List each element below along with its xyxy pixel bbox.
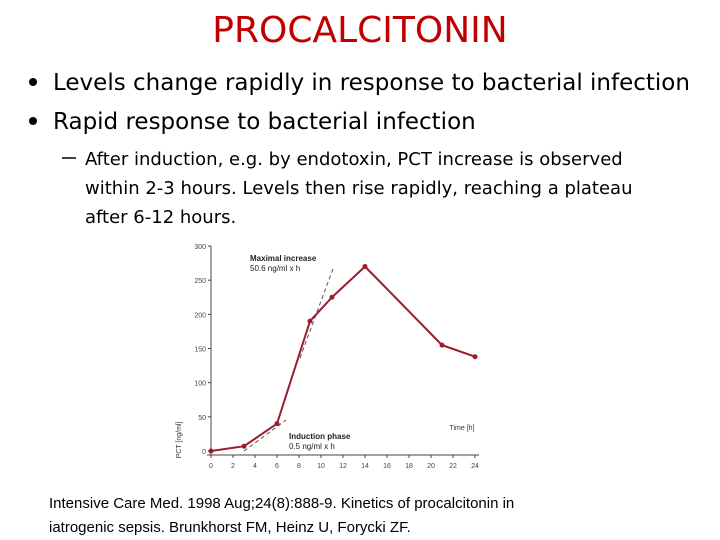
sub-bullet: after 6-12 hours.: [85, 207, 236, 228]
data-point: [362, 264, 368, 269]
sub-bullet: within 2-3 hours. Levels then rise rapid…: [85, 178, 632, 199]
data-point: [208, 448, 214, 454]
citation: iatrogenic sepsis. Brunkhorst FM, Heinz …: [49, 519, 411, 536]
x-tick-label: 6: [275, 463, 279, 470]
x-tick-label: 22: [449, 463, 457, 470]
y-tick-label: 300: [194, 244, 206, 251]
annotation-text: 50.6 ng/ml x h: [250, 264, 300, 273]
x-tick-label: 12: [339, 463, 347, 470]
y-tick-label: 150: [194, 347, 206, 354]
x-tick-label: 18: [405, 463, 413, 470]
data-point: [472, 354, 478, 360]
x-axis-label: Time [h]: [449, 425, 474, 432]
x-tick-label: 4: [253, 463, 257, 470]
data-point: [241, 443, 247, 449]
x-tick-label: 2: [231, 463, 235, 470]
data-line: [210, 265, 476, 452]
y-tick-label: 100: [194, 381, 206, 388]
x-tick-label: 14: [361, 463, 369, 470]
y-tick-label: 200: [194, 312, 206, 319]
y-tick-label: 50: [198, 415, 206, 422]
sub-bullet: After induction, e.g. by endotoxin, PCT …: [85, 149, 623, 170]
x-tick-label: 20: [427, 463, 435, 470]
x-tick-label: 0: [209, 463, 213, 470]
data-point: [439, 342, 445, 348]
data-point: [329, 294, 335, 300]
bullet: Rapid response to bacterial infection: [53, 109, 476, 135]
y-tick-label: 250: [194, 278, 206, 285]
annotation-title: Maximal increase: [250, 254, 317, 263]
citation: Intensive Care Med. 1998 Aug;24(8):888-9…: [49, 495, 514, 512]
annotation-text: 0.5 ng/ml x h: [289, 442, 335, 451]
tangent-line: [299, 265, 335, 359]
bullet-dot: [29, 117, 37, 125]
bullet: Levels change rapidly in response to bac…: [53, 70, 690, 96]
x-tick-label: 16: [383, 463, 391, 470]
data-point: [307, 318, 313, 324]
x-tick-label: 8: [297, 463, 301, 470]
y-tick-label: 0: [202, 449, 206, 456]
annotation-title: Induction phase: [289, 432, 351, 441]
slide-title: PROCALCITONIN: [212, 10, 507, 51]
y-axis-label: PCT [ng/ml]: [176, 422, 183, 459]
data-point: [274, 421, 280, 427]
bullet-dot: [29, 78, 37, 86]
x-tick-label: 24: [471, 463, 479, 470]
x-tick-label: 10: [317, 463, 325, 470]
